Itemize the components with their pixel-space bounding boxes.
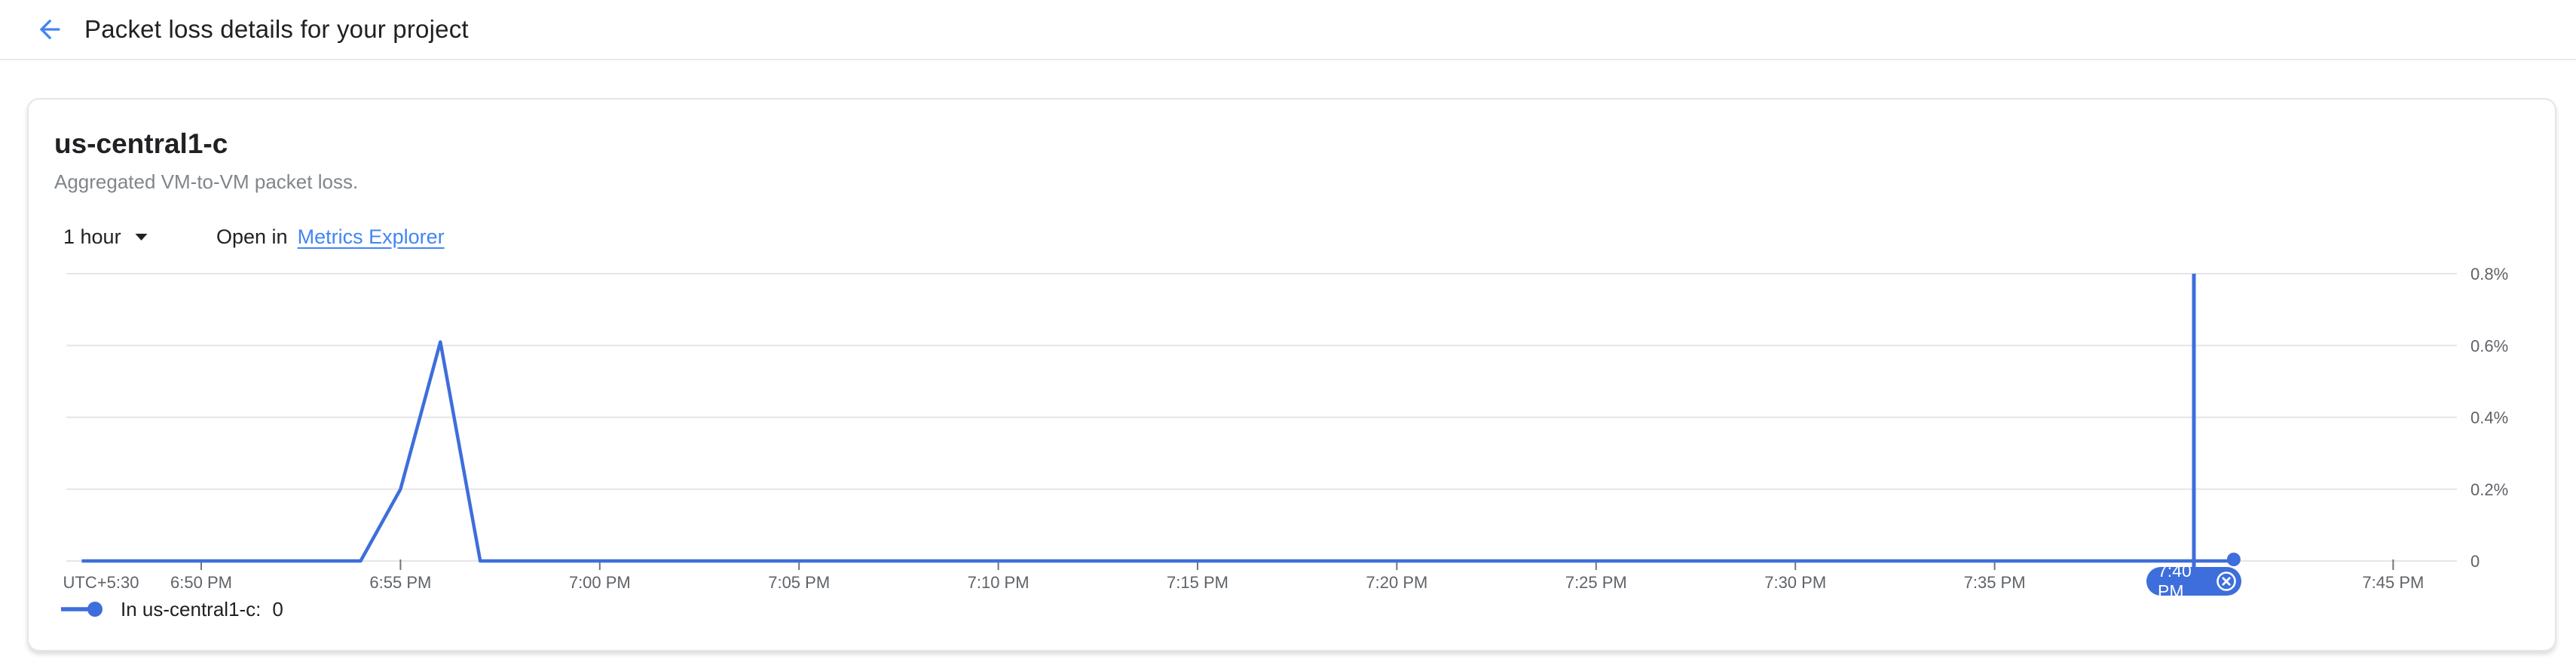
- series-end-dot: [2226, 553, 2241, 566]
- back-button[interactable]: [32, 11, 68, 48]
- card-subtitle: Aggregated VM-to-VM packet loss.: [54, 170, 359, 193]
- legend-series-marker-icon: [61, 602, 102, 617]
- x-axis-label: 7:25 PM: [1565, 573, 1627, 592]
- open-in-metrics-explorer: Open in Metrics Explorer: [216, 220, 445, 253]
- metrics-explorer-link[interactable]: Metrics Explorer: [297, 225, 445, 248]
- selected-time-label: 7:40 PM: [2158, 561, 2192, 601]
- open-in-label: Open in: [216, 225, 288, 248]
- legend-label: In us-central1-c:: [121, 597, 262, 621]
- clear-selection-icon[interactable]: [2216, 571, 2237, 592]
- x-axis-label: 7:30 PM: [1764, 573, 1826, 592]
- x-axis-label: 6:50 PM: [170, 573, 232, 592]
- chart-legend[interactable]: In us-central1-c: 0: [60, 594, 283, 624]
- y-axis-label: 0.4%: [2470, 409, 2508, 428]
- back-arrow-icon: [39, 19, 60, 40]
- x-axis-label: 7:05 PM: [768, 573, 830, 592]
- y-axis-label: 0.2%: [2470, 480, 2508, 499]
- x-axis-label: 7:20 PM: [1366, 573, 1427, 592]
- x-axis-label: 7:15 PM: [1167, 573, 1228, 592]
- timezone-label: UTC+5:30: [63, 573, 139, 592]
- legend-value: 0: [272, 597, 283, 621]
- y-axis-label: 0.8%: [2470, 265, 2508, 283]
- metric-card: us-central1-c Aggregated VM-to-VM packet…: [27, 98, 2556, 651]
- x-axis-label: 7:10 PM: [968, 573, 1029, 592]
- chart-controls: 1 hour Open in Metrics Explorer: [29, 220, 2555, 253]
- page-header: Packet loss details for your project: [0, 0, 2576, 60]
- chart-plot-area[interactable]: 0.8% 0.6% 0.4% 0.2% 0 UTC+5:30 6:50 PM 6:55 PM 7…: [29, 265, 2555, 608]
- card-title: us-central1-c: [54, 128, 228, 159]
- time-range-dropdown[interactable]: 1 hour: [63, 220, 148, 253]
- time-range-label: 1 hour: [63, 225, 121, 248]
- y-axis-label: 0.6%: [2470, 336, 2508, 355]
- x-axis-label: 7:45 PM: [2362, 573, 2424, 592]
- y-axis-label: 0: [2470, 552, 2480, 571]
- chevron-down-icon: [135, 233, 148, 241]
- x-axis-label: 7:35 PM: [1964, 573, 2026, 592]
- series-line: [81, 340, 2234, 563]
- x-axis-label: 6:55 PM: [369, 573, 431, 592]
- selected-time-pill[interactable]: 7:40 PM: [2146, 561, 2241, 601]
- page-title: Packet loss details for your project: [84, 15, 469, 43]
- x-axis-label: 7:00 PM: [569, 573, 631, 592]
